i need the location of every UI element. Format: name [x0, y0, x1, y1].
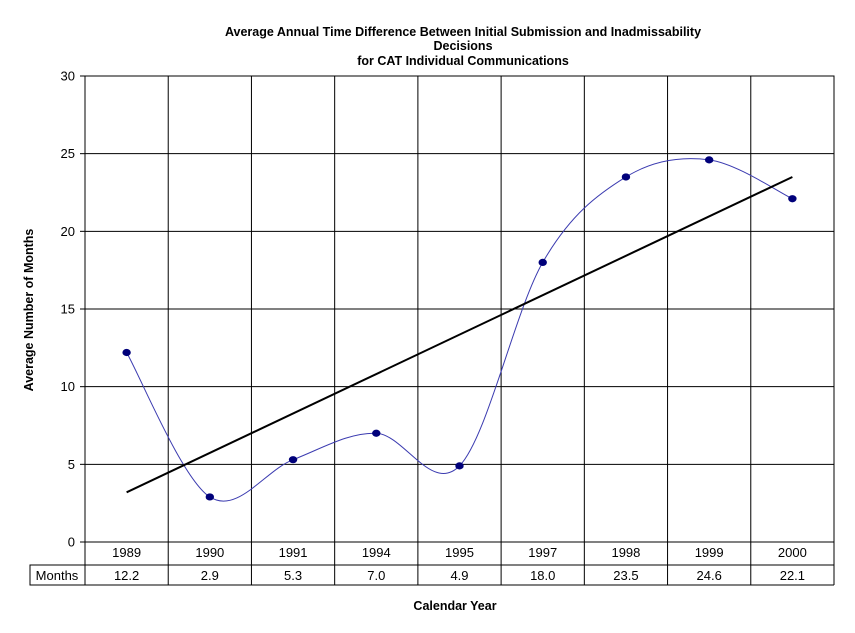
y-tick-label: 5	[68, 457, 75, 472]
y-axis: 0 5 10 15 20 25 30	[61, 69, 85, 550]
table-row-header-cell	[29, 564, 86, 586]
series-line-months	[126, 158, 793, 502]
data-point	[704, 156, 714, 164]
chart-title-line-2: Decisions	[433, 39, 492, 53]
table-value-cell: 24.6	[697, 568, 722, 583]
x-category-label: 1999	[695, 545, 724, 560]
table-value-cell: 22.1	[780, 568, 805, 583]
x-category-label: 1995	[445, 545, 474, 560]
table-value-cell: 2.9	[201, 568, 219, 583]
y-tick-label: 30	[61, 69, 75, 84]
table-row-header: Months	[36, 568, 79, 583]
y-tick-label: 0	[68, 535, 75, 550]
table-value-cell: 23.5	[613, 568, 638, 583]
table-value-cell: 12.2	[114, 568, 139, 583]
x-category-label: 1994	[362, 545, 391, 560]
grid	[84, 76, 835, 586]
data-point	[288, 456, 298, 464]
table-value-cell: 4.9	[450, 568, 468, 583]
chart-title-line-3: for CAT Individual Communications	[357, 54, 569, 68]
y-tick-label: 10	[61, 379, 75, 394]
data-point	[122, 348, 131, 357]
data-point	[372, 429, 381, 437]
data-point	[621, 173, 631, 181]
y-tick-label: 20	[61, 224, 75, 239]
data-point	[205, 493, 215, 501]
table-value-cell: 18.0	[530, 568, 555, 583]
trendline	[126, 176, 793, 494]
x-category-label: 1990	[195, 545, 224, 560]
x-category-label: 1991	[279, 545, 308, 560]
chart-title-line-1: Average Annual Time Difference Between I…	[225, 25, 701, 39]
y-tick-label: 25	[61, 146, 75, 161]
table-value-cell: 7.0	[367, 568, 385, 583]
x-category-label: 1989	[112, 545, 141, 560]
data-point	[455, 462, 464, 470]
data-table: Months 1989 12.2 1990 2.9 1991 5.3 1994 7.0 1995…	[29, 545, 807, 586]
data-point	[538, 258, 547, 266]
table-value-cell: 5.3	[284, 568, 302, 583]
y-axis-label: Average Number of Months	[22, 229, 36, 392]
x-category-label: 2000	[778, 545, 807, 560]
x-category-label: 1997	[528, 545, 557, 560]
data-point	[788, 195, 797, 203]
data-markers	[122, 156, 797, 501]
x-category-label: 1998	[611, 545, 640, 560]
y-tick-label: 15	[61, 302, 75, 317]
x-axis-label: Calendar Year	[413, 599, 496, 613]
